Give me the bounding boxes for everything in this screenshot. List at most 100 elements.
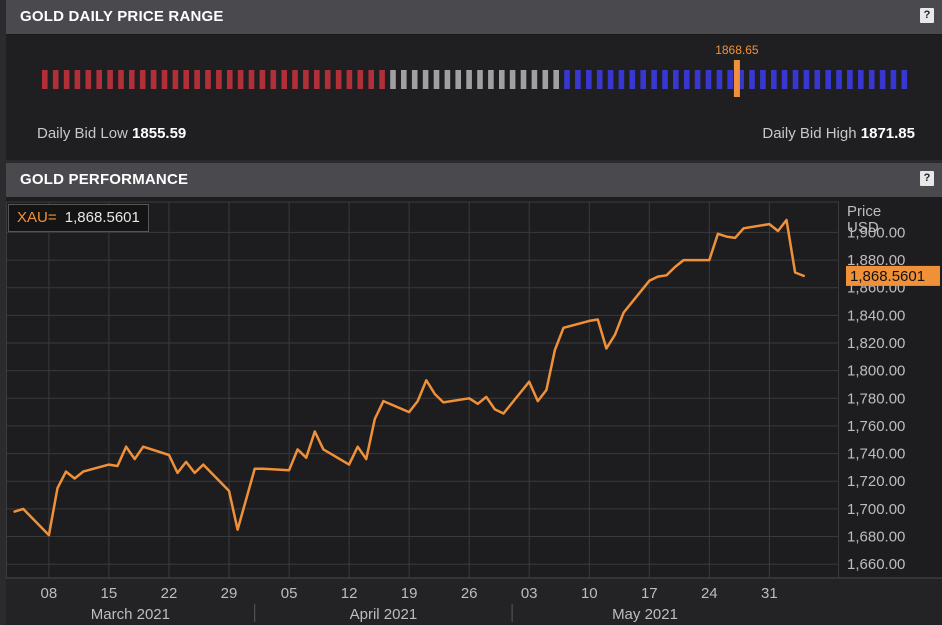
series-line-xau[interactable]	[13, 218, 805, 537]
range-segment	[694, 70, 701, 89]
y-tick-label: 1,660.00	[847, 556, 905, 573]
y-tick-label: 1,780.00	[847, 390, 905, 407]
range-segment	[303, 70, 309, 89]
range-segment	[227, 70, 233, 89]
range-segment	[716, 70, 723, 89]
range-segment	[803, 70, 810, 89]
range-segment	[814, 70, 821, 89]
range-segment	[542, 70, 549, 89]
range-segment	[172, 70, 179, 89]
performance-panel-title: GOLD PERFORMANCE	[20, 171, 189, 188]
range-segment	[324, 70, 331, 89]
range-segment	[651, 70, 657, 89]
performance-panel-header: GOLD PERFORMANCE ?	[6, 163, 942, 198]
last-price-label: 1,868.5601	[850, 268, 925, 285]
range-segment	[727, 70, 733, 89]
range-segment	[596, 70, 603, 89]
range-segment	[194, 70, 200, 89]
x-axis-band	[6, 578, 942, 625]
range-segment	[237, 70, 244, 89]
range-segment	[890, 70, 897, 89]
range-segment	[433, 70, 440, 89]
daily-bid-high: Daily Bid High 1871.85	[762, 125, 915, 142]
legend-value: 1,868.5601	[64, 209, 140, 226]
x-tick-label: 17	[641, 585, 658, 602]
daily-bid-low-label: Daily Bid Low	[37, 125, 128, 142]
range-segment	[52, 70, 59, 89]
gold-performance-chart[interactable]: 08 15 22 29 05 12 19 26 03 10 17 24 31 March 2021 Apri…	[6, 197, 942, 625]
range-segment	[379, 70, 385, 89]
range-segment	[390, 70, 396, 89]
range-segment	[183, 70, 189, 89]
range-panel-header: GOLD DAILY PRICE RANGE ?	[6, 0, 942, 35]
y-tick-label: 1,740.00	[847, 446, 905, 463]
range-segment	[509, 70, 516, 89]
x-tick-label: 12	[341, 585, 358, 602]
range-segment	[564, 70, 570, 89]
range-segment	[879, 70, 886, 89]
legend-ric: XAU=	[17, 209, 57, 226]
x-tick-label: 26	[461, 585, 478, 602]
month-label: May 2021	[612, 606, 678, 623]
range-segment	[444, 70, 451, 89]
range-segment	[216, 70, 222, 89]
y-tick-label: 1,820.00	[847, 335, 905, 352]
range-segment	[139, 70, 146, 89]
range-segment	[673, 70, 679, 89]
daily-bid-high-value: 1871.85	[860, 125, 915, 142]
range-segment	[847, 70, 853, 89]
range-segment	[150, 70, 157, 89]
range-segment	[42, 70, 48, 89]
range-segment	[771, 70, 777, 89]
price-range-bar: 1868.65	[42, 43, 908, 97]
range-segment	[248, 70, 255, 89]
range-segment	[85, 70, 92, 89]
range-segment	[335, 70, 342, 89]
x-tick-label: 03	[521, 585, 538, 602]
range-panel-title: GOLD DAILY PRICE RANGE	[20, 8, 224, 25]
range-segment	[749, 70, 755, 89]
x-tick-label: 29	[221, 585, 238, 602]
range-segment	[629, 70, 636, 89]
y-tick-label: 1,800.00	[847, 363, 905, 380]
y-tick-label: 1,680.00	[847, 529, 905, 546]
range-segment	[422, 70, 429, 89]
x-tick-label: 05	[281, 585, 298, 602]
y-tick-label: 1,880.00	[847, 252, 905, 269]
range-segment	[575, 70, 581, 89]
range-segment	[607, 70, 614, 89]
y-axis-title: Price	[847, 203, 881, 220]
range-segment	[314, 70, 320, 89]
range-segment	[531, 70, 538, 89]
x-tick-label: 24	[701, 585, 718, 602]
y-tick-label: 1,720.00	[847, 473, 905, 490]
range-segment	[618, 70, 625, 89]
range-segment	[738, 70, 744, 89]
help-icon[interactable]: ?	[920, 8, 934, 23]
current-price-label: 1868.65	[715, 43, 759, 57]
x-tick-label: 08	[41, 585, 58, 602]
range-segment	[858, 70, 864, 89]
help-icon[interactable]: ?	[920, 171, 934, 186]
range-segment	[781, 70, 788, 89]
month-label: March 2021	[91, 606, 170, 623]
range-segment	[74, 70, 81, 89]
range-segment	[161, 70, 168, 89]
x-tick-label: 19	[401, 585, 418, 602]
range-segment	[520, 70, 527, 89]
range-segment	[760, 70, 766, 89]
last-price-tag	[846, 265, 940, 286]
range-segment	[270, 70, 277, 89]
gold-performance-panel: 08 15 22 29 05 12 19 26 03 10 17 24 31 March 2021 Apri…	[6, 197, 942, 625]
x-tick-label: 15	[101, 585, 118, 602]
range-segment	[411, 70, 418, 89]
range-segment	[640, 70, 646, 89]
range-segment	[205, 70, 211, 89]
range-segment	[477, 70, 483, 89]
range-segment	[466, 70, 472, 89]
range-segment	[259, 70, 266, 89]
y-tick-label: 1,700.00	[847, 501, 905, 518]
range-segment	[281, 70, 287, 89]
range-segment	[683, 70, 690, 89]
range-segment	[586, 70, 592, 89]
